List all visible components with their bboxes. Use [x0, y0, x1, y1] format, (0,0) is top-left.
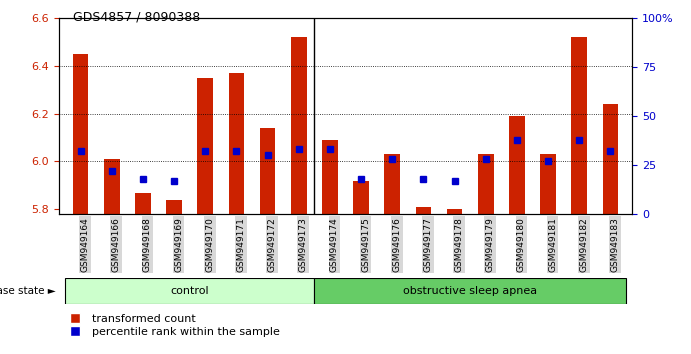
- Text: GSM949180: GSM949180: [517, 217, 526, 272]
- Bar: [603, 104, 618, 214]
- Legend: transformed count, percentile rank within the sample: transformed count, percentile rank withi…: [64, 314, 280, 337]
- Bar: [229, 73, 244, 214]
- Text: disease state ►: disease state ►: [0, 286, 55, 296]
- Bar: [415, 207, 431, 214]
- Text: GSM949182: GSM949182: [579, 217, 588, 272]
- Bar: [104, 159, 120, 214]
- Bar: [353, 181, 369, 214]
- Bar: [540, 154, 556, 214]
- Bar: [198, 78, 213, 214]
- Bar: [384, 154, 400, 214]
- Bar: [447, 209, 462, 214]
- Text: GDS4857 / 8090388: GDS4857 / 8090388: [73, 11, 200, 24]
- Text: GSM949173: GSM949173: [299, 217, 307, 272]
- Bar: [291, 37, 307, 214]
- Text: GSM949164: GSM949164: [81, 217, 90, 272]
- Text: GSM949178: GSM949178: [455, 217, 464, 272]
- Text: GSM949172: GSM949172: [267, 217, 276, 272]
- Text: GSM949170: GSM949170: [205, 217, 214, 272]
- Text: control: control: [171, 286, 209, 296]
- Bar: [135, 193, 151, 214]
- Text: GSM949179: GSM949179: [486, 217, 495, 272]
- Bar: [65, 278, 314, 304]
- Text: GSM949171: GSM949171: [236, 217, 245, 272]
- Text: GSM949174: GSM949174: [330, 217, 339, 272]
- Bar: [314, 278, 626, 304]
- Text: GSM949177: GSM949177: [424, 217, 433, 272]
- Text: GSM949175: GSM949175: [361, 217, 370, 272]
- Bar: [167, 200, 182, 214]
- Bar: [260, 128, 276, 214]
- Text: GSM949166: GSM949166: [112, 217, 121, 272]
- Text: GSM949168: GSM949168: [143, 217, 152, 272]
- Text: obstructive sleep apnea: obstructive sleep apnea: [403, 286, 537, 296]
- Text: GSM949169: GSM949169: [174, 217, 183, 272]
- Bar: [73, 54, 88, 214]
- Text: GSM949183: GSM949183: [610, 217, 619, 272]
- Text: GSM949176: GSM949176: [392, 217, 401, 272]
- Bar: [509, 116, 524, 214]
- Bar: [322, 140, 338, 214]
- Text: GSM949181: GSM949181: [548, 217, 557, 272]
- Bar: [571, 37, 587, 214]
- Bar: [478, 154, 493, 214]
